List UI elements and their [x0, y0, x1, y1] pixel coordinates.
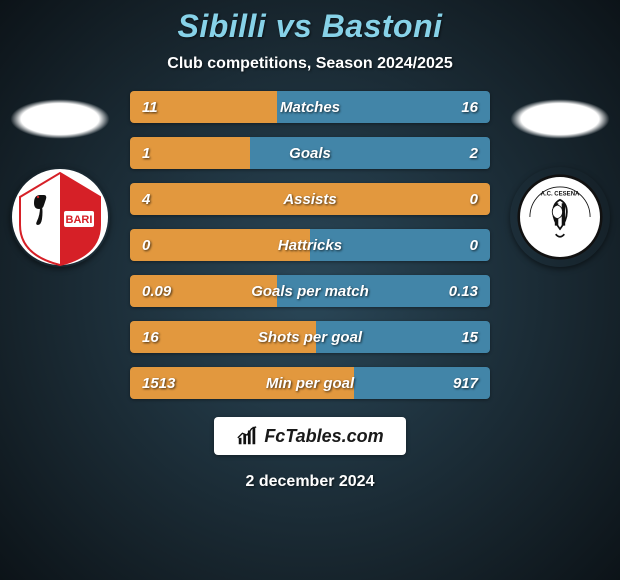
stat-bar-right-fill — [277, 275, 490, 307]
svg-text:BARI: BARI — [66, 214, 93, 226]
right-player-col: A.C. CESENA — [500, 91, 620, 267]
page-subtitle: Club competitions, Season 2024/2025 — [167, 55, 452, 73]
stat-bar-right-fill — [277, 91, 490, 123]
watermark-text: FcTables.com — [264, 426, 383, 447]
stat-bar: Matches1116 — [130, 91, 490, 123]
stat-bar-right-fill — [310, 229, 490, 261]
stat-bar-left-fill — [130, 275, 277, 307]
right-club-badge: A.C. CESENA — [510, 167, 610, 267]
left-player-silhouette — [10, 99, 110, 139]
date-text: 2 december 2024 — [246, 473, 375, 491]
page-title: Sibilli vs Bastoni — [177, 8, 442, 45]
stat-bar-right-fill — [250, 137, 490, 169]
stat-bar-left-fill — [130, 91, 277, 123]
svg-text:A.C. CESENA: A.C. CESENA — [541, 192, 580, 198]
stat-bar: Goals per match0.090.13 — [130, 275, 490, 307]
stat-bar-right-fill — [316, 321, 490, 353]
left-player-col: BARI — [0, 91, 120, 267]
stat-bar: Goals12 — [130, 137, 490, 169]
watermark: FcTables.com — [214, 417, 405, 455]
stat-bar: Min per goal1513917 — [130, 367, 490, 399]
stat-bars: Matches1116 Goals12 Assists40 Hattricks00 Go… — [120, 91, 500, 399]
stat-bar-right-fill — [354, 367, 490, 399]
chart-icon — [236, 425, 258, 447]
stat-bar-left-fill — [130, 367, 354, 399]
stat-bar-left-fill — [130, 229, 310, 261]
stat-bar-left-fill — [130, 321, 316, 353]
right-player-silhouette — [510, 99, 610, 139]
bari-badge-icon: BARI — [10, 167, 110, 267]
main-row: BARI Matches1116 Goals12 Assists40 Hattrick… — [0, 91, 620, 399]
stat-bar: Shots per goal1615 — [130, 321, 490, 353]
stat-bar: Assists40 — [130, 183, 490, 215]
stat-bar-left-fill — [130, 183, 490, 215]
left-club-badge: BARI — [10, 167, 110, 267]
stat-bar-left-fill — [130, 137, 250, 169]
stat-bar: Hattricks00 — [130, 229, 490, 261]
cesena-badge-icon: A.C. CESENA — [517, 174, 603, 260]
